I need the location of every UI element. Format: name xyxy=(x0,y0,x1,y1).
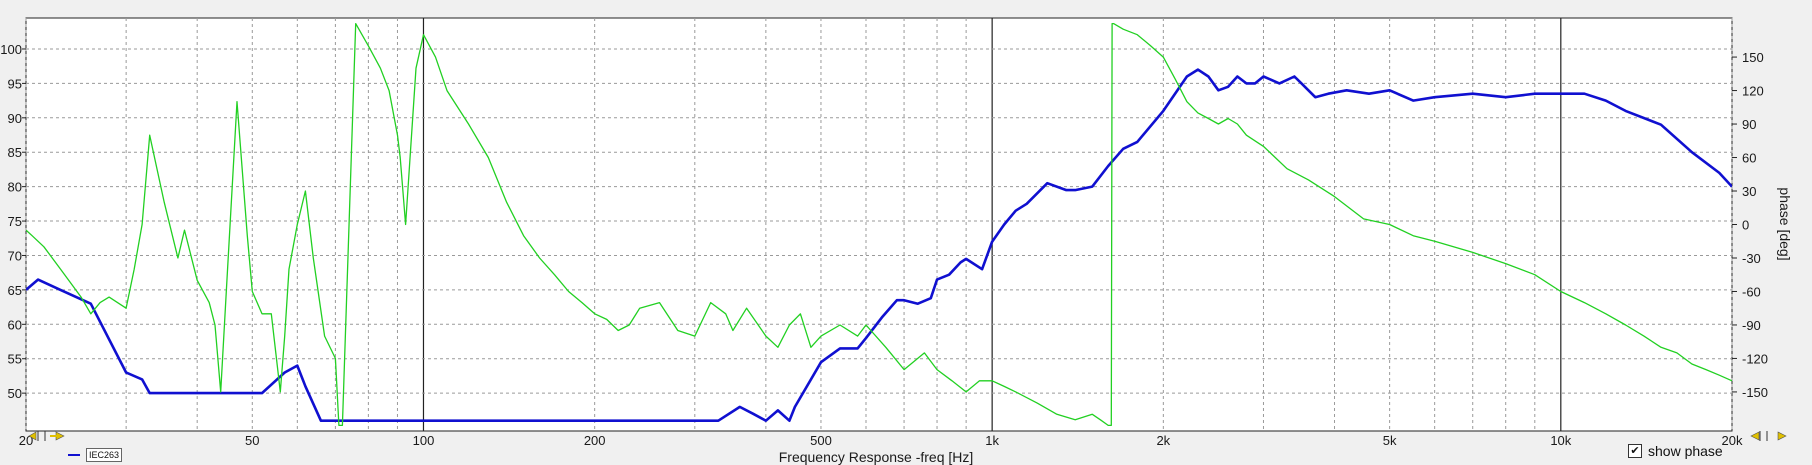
y-tick-label: 85 xyxy=(8,145,22,160)
show-phase-label: show phase xyxy=(1648,443,1723,459)
y-tick-labels: 50 55 60 65 70 75 80 85 90 95 100 xyxy=(0,42,26,401)
plot-background xyxy=(25,17,1733,432)
y-tick-label: 80 xyxy=(8,180,22,195)
y2-tick-label: -60 xyxy=(1742,284,1761,299)
scroll-left-icon[interactable] xyxy=(28,431,39,441)
y2-tick-label: 90 xyxy=(1742,117,1756,132)
x-tick-label: 20 xyxy=(19,433,33,448)
y2-axis-title: phase [deg] xyxy=(1777,187,1793,260)
x-tick-label: 1k xyxy=(985,433,999,448)
x-tick-label: 2k xyxy=(1156,433,1170,448)
show-phase-toggle[interactable]: ✔ show phase xyxy=(1628,443,1723,459)
legend: IEC263 xyxy=(68,448,123,462)
y2-tick-label: -30 xyxy=(1742,251,1761,266)
y2-tick-label: -90 xyxy=(1742,318,1761,333)
y2-tick-label: 0 xyxy=(1742,218,1749,233)
scroll-right-icon[interactable] xyxy=(44,431,65,441)
legend-swatch xyxy=(68,454,80,456)
y-tick-label: 70 xyxy=(8,248,22,263)
magnitude-series-line xyxy=(26,68,1732,422)
y-tick-label: 55 xyxy=(8,352,22,367)
x-tick-label: 10k xyxy=(1550,433,1571,448)
y2-tick-label: 120 xyxy=(1742,84,1764,99)
y2-tick-label: 150 xyxy=(1742,50,1764,65)
y-tick-label: 75 xyxy=(8,214,22,229)
x-tick-label: 200 xyxy=(584,433,606,448)
y2-tick-label: 60 xyxy=(1742,151,1756,166)
y-tick-label: 50 xyxy=(8,386,22,401)
series-group xyxy=(26,22,1732,427)
grid xyxy=(25,18,1733,431)
y-tick-label: 60 xyxy=(8,317,22,332)
x-tick-label: 20k xyxy=(1722,433,1743,448)
y-tick-label: 95 xyxy=(8,76,22,91)
phase-series-line xyxy=(26,22,1732,427)
scroll-left-icon-right[interactable] xyxy=(1750,431,1761,441)
x-tick-label: 500 xyxy=(810,433,832,448)
y2-tick-labels: -150 -120 -90 -60 -30 0 30 60 90 120 150 xyxy=(1732,50,1768,400)
y-tick-label: 65 xyxy=(8,283,22,298)
y2-tick-label: -150 xyxy=(1742,385,1768,400)
x-tick-label: 100 xyxy=(413,433,435,448)
legend-entry: IEC263 xyxy=(86,448,123,462)
y-tick-label: 90 xyxy=(8,111,22,126)
y2-tick-label: -120 xyxy=(1742,351,1768,366)
scroll-right-icon-right[interactable] xyxy=(1766,431,1787,441)
show-phase-checkbox[interactable]: ✔ xyxy=(1628,444,1642,458)
x-axis-title: Frequency Response -freq [Hz] xyxy=(779,449,974,465)
x-tick-label: 5k xyxy=(1383,433,1397,448)
x-tick-label: 50 xyxy=(245,433,259,448)
x-tick-labels: 20 50 100 200 500 1k 2k 5k 10k 20k xyxy=(19,433,1743,448)
y-tick-label: 100 xyxy=(0,42,22,57)
y2-tick-label: 30 xyxy=(1742,184,1756,199)
